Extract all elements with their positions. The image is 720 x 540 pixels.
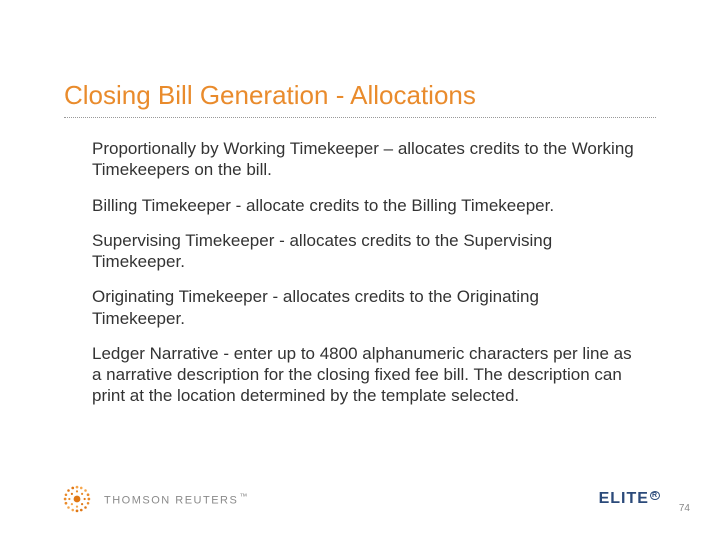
elite-logo: ELITER: [599, 490, 660, 508]
swirl-icon: [60, 482, 94, 516]
footer: THOMSON REUTERS™ ELITER 74: [0, 472, 720, 520]
slide: Closing Bill Generation - Allocations Pr…: [0, 0, 720, 540]
slide-title: Closing Bill Generation - Allocations: [64, 80, 656, 118]
thomson-reuters-text: THOMSON REUTERS™: [104, 492, 249, 507]
paragraph: Originating Timekeeper - allocates credi…: [92, 286, 636, 329]
paragraph: Supervising Timekeeper - allocates credi…: [92, 230, 636, 273]
slide-body: Proportionally by Working Timekeeper – a…: [64, 138, 656, 407]
thomson-reuters-logo: THOMSON REUTERS™: [60, 482, 249, 516]
page-number: 74: [679, 503, 690, 514]
paragraph: Ledger Narrative - enter up to 4800 alph…: [92, 343, 636, 407]
paragraph: Billing Timekeeper - allocate credits to…: [92, 195, 636, 216]
paragraph: Proportionally by Working Timekeeper – a…: [92, 138, 636, 181]
